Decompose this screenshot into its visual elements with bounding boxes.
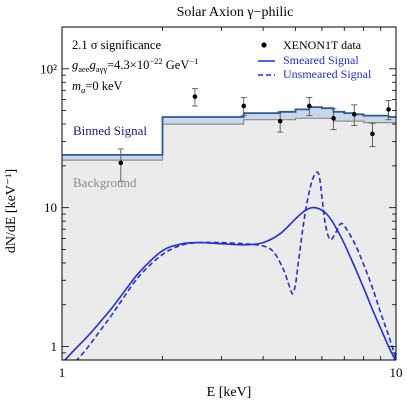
background-label: Background: [73, 175, 137, 190]
plot-area: [62, 88, 396, 360]
data-marker: [351, 112, 357, 117]
y-tick-label: 1: [51, 339, 58, 354]
legend-smeared-label: Smeared Signal: [283, 53, 359, 67]
data-point: [369, 122, 376, 148]
annotation-block: 2.1 σ significance gaeegaγγ=4.3×10−22 Ge…: [72, 38, 198, 95]
smeared-signal-line: [63, 206, 396, 360]
x-tick-label: 1: [59, 365, 66, 380]
data-point: [191, 88, 198, 107]
legend-item-smeared: Smeared Signal: [258, 53, 359, 67]
x-tick-label: 10: [390, 365, 403, 380]
chart-title: Solar Axion γ−philic: [177, 5, 294, 20]
coupling-text: gaeegaγγ=4.3×10−22 GeV−1: [72, 56, 198, 74]
legend-data-label: XENON1T data: [283, 38, 362, 52]
data-point: [385, 100, 392, 121]
axis-tick-labels: 1 10 1 10 10²: [40, 61, 402, 380]
data-point: [240, 97, 247, 117]
plot-frame: [61, 26, 397, 361]
data-marker: [241, 103, 247, 109]
data-marker: [386, 107, 391, 112]
data-marker: [192, 94, 198, 99]
mass-text: ma=0 keV: [72, 79, 123, 95]
data-marker: [277, 118, 283, 124]
data-point: [306, 97, 313, 117]
data-marker: [306, 103, 312, 109]
y-tick-label: 10²: [40, 61, 57, 76]
legend-data-marker: [261, 42, 267, 48]
data-marker: [118, 160, 124, 166]
legend-item-data: XENON1T data: [261, 38, 362, 52]
data-points: [117, 88, 392, 182]
unsmeared-signal-line: [76, 171, 396, 360]
significance-text: 2.1 σ significance: [72, 38, 161, 52]
data-point: [277, 111, 284, 133]
y-tick-label: 10: [44, 200, 57, 215]
data-point: [117, 148, 124, 182]
data-point: [351, 104, 358, 127]
data-marker: [370, 131, 375, 137]
data-marker: [331, 116, 336, 121]
legend-item-unsmeared: Unsmeared Signal: [258, 67, 372, 81]
legend-unsmeared-label: Unsmeared Signal: [283, 67, 372, 81]
x-axis-label: E [keV]: [207, 385, 252, 400]
binned-signal-line: [62, 106, 396, 156]
legend: XENON1T data Smeared Signal Unsmeared Si…: [258, 38, 372, 81]
background-line: [62, 117, 396, 161]
binned-signal-label: Binned Signal: [73, 123, 147, 138]
data-point: [330, 108, 337, 131]
axis-ticks: [61, 26, 397, 361]
y-axis-label: dN/dE [keV⁻¹]: [4, 169, 19, 253]
